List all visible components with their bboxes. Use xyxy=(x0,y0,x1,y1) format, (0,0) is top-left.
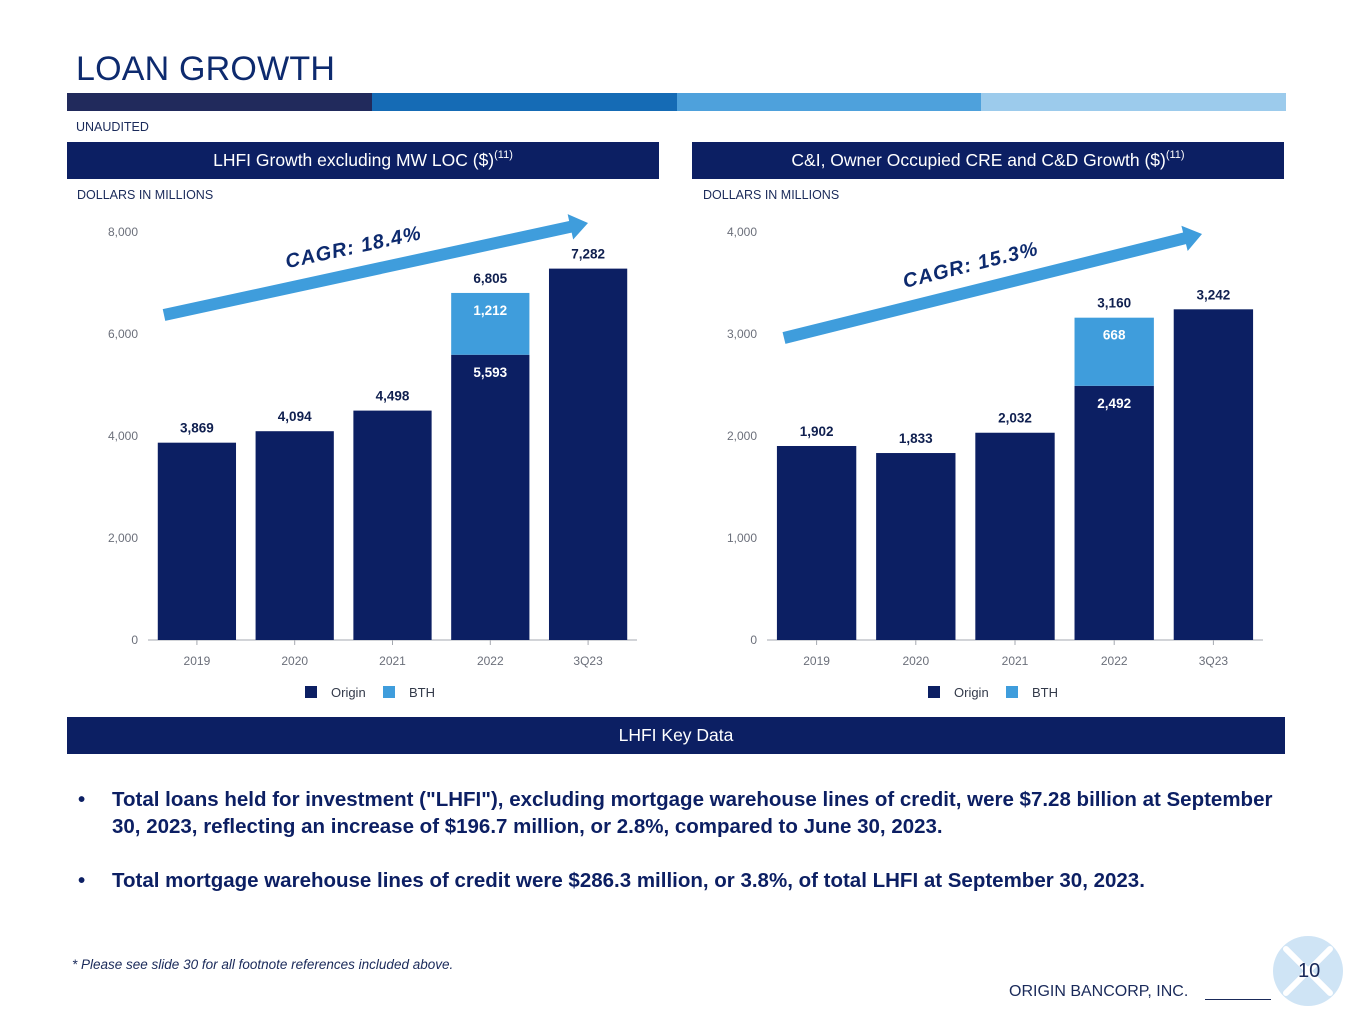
bar-origin xyxy=(353,410,432,640)
x-tick-label: 2019 xyxy=(803,654,830,668)
bar-origin xyxy=(776,445,857,640)
bar-total-label: 1,833 xyxy=(899,431,933,446)
y-tick-label: 0 xyxy=(131,633,138,647)
arrow-shape xyxy=(162,214,588,321)
x-tick-label: 2019 xyxy=(184,654,211,668)
title-bar-segment-1 xyxy=(67,93,372,111)
right-chart-header: C&I, Owner Occupied CRE and C&D Growth (… xyxy=(692,142,1284,179)
origin-segment-label: 5,593 xyxy=(473,365,507,380)
bar-total-label: 3,160 xyxy=(1097,296,1131,311)
right-chart-title: C&I, Owner Occupied CRE and C&D Growth (… xyxy=(791,150,1166,170)
ci-growth-chart: 0 1,000 2,000 3,000 4,000 1,902 2019 1,833 2020 2… xyxy=(727,225,1263,700)
legend-swatch-origin xyxy=(305,686,317,698)
legend-label-origin: Origin xyxy=(331,685,366,700)
lhfi-growth-chart: 0 2,000 4,000 6,000 8,000 3,869 2019 4,094 2020 4… xyxy=(108,214,637,700)
origin-segment-label: 2,492 xyxy=(1097,396,1131,411)
left-chart-footnote-ref: (11) xyxy=(494,148,513,161)
left-chart-units: DOLLARS IN MILLIONS xyxy=(77,188,214,202)
right-chart-footnote-ref: (11) xyxy=(1165,148,1185,161)
title-color-bar xyxy=(67,93,1286,111)
legend-swatch-bth xyxy=(1006,686,1018,698)
key-data-bullets: • Total loans held for investment ("LHFI"… xyxy=(78,786,1278,921)
bar-total-label: 3,869 xyxy=(180,421,214,436)
y-tick-label: 6,000 xyxy=(108,327,138,341)
chart-legend: Origin BTH xyxy=(928,685,1058,700)
x-tick-label: 3Q23 xyxy=(1199,654,1229,668)
y-tick-label: 0 xyxy=(750,633,757,647)
y-tick-label: 1,000 xyxy=(727,531,757,545)
left-chart-title: LHFI Growth excluding MW LOC ($) xyxy=(213,150,495,170)
title-bar-segment-3 xyxy=(676,93,982,111)
key-data-title: LHFI Key Data xyxy=(618,725,734,745)
bth-segment-label: 1,212 xyxy=(473,303,507,318)
y-tick-label: 4,000 xyxy=(108,429,138,443)
page-number: 10 xyxy=(1298,960,1321,982)
y-tick-label: 2,000 xyxy=(108,531,138,545)
legend-swatch-origin xyxy=(928,686,940,698)
origin-logo-icon xyxy=(1273,936,1343,1006)
x-tick-label: 2022 xyxy=(477,654,504,668)
y-tick-label: 3,000 xyxy=(727,327,757,341)
legend-swatch-bth xyxy=(383,686,395,698)
bar-total-label: 6,805 xyxy=(473,271,507,286)
bar-origin xyxy=(451,354,530,640)
bth-segment-label: 668 xyxy=(1103,328,1126,343)
legend-label-origin: Origin xyxy=(954,685,989,700)
bullet-symbol: • xyxy=(78,788,86,811)
left-chart-header: LHFI Growth excluding MW LOC ($) (11) xyxy=(67,142,659,179)
page-title: LOAN GROWTH xyxy=(76,50,336,88)
key-data-header: LHFI Key Data xyxy=(67,717,1285,754)
right-chart-units: DOLLARS IN MILLIONS xyxy=(703,188,840,202)
bar-origin xyxy=(1173,309,1254,640)
bullet-symbol: • xyxy=(78,869,86,892)
bar-total-label: 4,094 xyxy=(278,409,312,424)
title-bar-segment-4 xyxy=(981,93,1286,111)
chart-legend: Origin BTH xyxy=(305,685,435,700)
title-bar-segment-2 xyxy=(371,93,677,111)
bar-total-label: 2,032 xyxy=(998,411,1032,426)
company-name: ORIGIN BANCORP, INC. xyxy=(1009,983,1189,1000)
key-data-bullet: • Total loans held for investment ("LHFI"… xyxy=(78,786,1278,840)
y-tick-label: 2,000 xyxy=(727,429,757,443)
x-tick-label: 2020 xyxy=(902,654,929,668)
bar-bth xyxy=(451,292,530,355)
bar-origin xyxy=(876,453,956,640)
bar-total-label: 1,902 xyxy=(800,424,834,439)
footnote: * Please see slide 30 for all footnote r… xyxy=(72,957,454,972)
company-underline xyxy=(1205,999,1271,1000)
legend-label-bth: BTH xyxy=(409,685,435,700)
arrow-shape xyxy=(782,225,1203,344)
x-tick-label: 2021 xyxy=(1002,654,1029,668)
x-tick-label: 2020 xyxy=(281,654,308,668)
key-data-bullet: • Total mortgage warehouse lines of credi… xyxy=(78,867,1278,894)
x-tick-label: 2022 xyxy=(1101,654,1128,668)
bar-origin xyxy=(1074,385,1154,640)
legend-label-bth: BTH xyxy=(1032,685,1058,700)
bar-total-label: 3,242 xyxy=(1197,287,1231,302)
x-tick-label: 3Q23 xyxy=(573,654,603,668)
bar-total-label: 4,498 xyxy=(376,389,410,404)
bullet-text: Total loans held for investment ("LHFI")… xyxy=(112,788,1273,838)
bullet-text: Total mortgage warehouse lines of credit… xyxy=(112,869,1145,892)
cagr-arrow xyxy=(782,225,1203,344)
cagr-arrow xyxy=(162,214,588,321)
bar-origin xyxy=(157,442,237,640)
bar-origin xyxy=(255,431,334,640)
bar-origin xyxy=(975,432,1055,640)
bar-origin xyxy=(548,268,628,640)
y-tick-label: 8,000 xyxy=(108,225,138,239)
bar-bth xyxy=(1074,317,1154,386)
bar-total-label: 7,282 xyxy=(571,247,605,262)
unaudited-label: UNAUDITED xyxy=(76,120,149,134)
x-tick-label: 2021 xyxy=(379,654,406,668)
y-tick-label: 4,000 xyxy=(727,225,757,239)
